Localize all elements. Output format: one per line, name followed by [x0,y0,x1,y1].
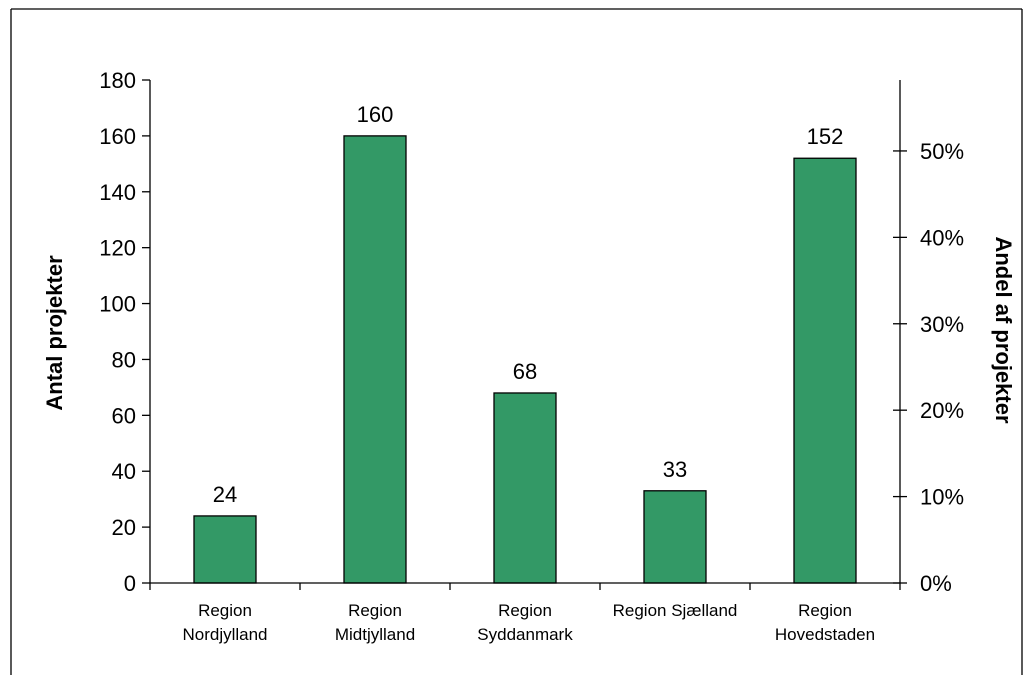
category-label-line: Region [348,601,402,620]
category-label: Region Sjælland [613,601,738,620]
category-label-line: Nordjylland [182,625,267,644]
bar [493,392,557,584]
y-tick-label: 0 [124,571,136,596]
category-label-line: Midtjylland [335,625,415,644]
y-tick-label: 140 [99,180,136,205]
y2-tick-label: 0% [920,571,952,596]
y-axis-title: Antal projekter [42,255,67,411]
y-tick-label: 180 [99,68,136,93]
bar [193,515,257,584]
data-label: 160 [357,102,394,127]
bar-series [193,135,857,584]
y-tick-label: 60 [112,403,136,428]
data-label: 152 [807,124,844,149]
category-label: Region Hovedstaden [775,601,875,644]
y2-tick-label: 10% [920,485,964,510]
axes-group [149,80,901,590]
y2-tick-label: 40% [920,225,964,250]
bar [343,135,407,584]
data-label: 24 [213,482,237,507]
category-label: Region Syddanmark [477,601,573,644]
category-label: Region Nordjylland [182,601,267,644]
y2-tick-label: 20% [920,398,964,423]
category-label-line: Syddanmark [477,625,573,644]
data-label-group: 24 160 68 33 152 [213,102,844,507]
y2-axis-title: Andel af projekter [991,236,1016,423]
y-tick-label: 120 [99,236,136,261]
category-label: Region Midtjylland [335,601,415,644]
right-axis-ticks: 0% 10% 20% 30% 40% 50% [893,139,964,596]
category-label-line: Hovedstaden [775,625,875,644]
y-tick-label: 40 [112,459,136,484]
bar [793,157,857,584]
y-tick-label: 80 [112,347,136,372]
category-label-line: Region [198,601,252,620]
left-axis-ticks: 0 20 40 60 80 100 120 140 160 180 [99,68,150,596]
category-label-line: Region Sjælland [613,601,738,620]
category-label-line: Region [498,601,552,620]
y2-tick-label: 30% [920,312,964,337]
category-label-line: Region [798,601,852,620]
y-tick-label: 160 [99,124,136,149]
y2-tick-label: 50% [920,139,964,164]
y-tick-label: 20 [112,515,136,540]
data-label: 33 [663,457,687,482]
y-tick-label: 100 [99,292,136,317]
bar [643,490,707,584]
data-label: 68 [513,359,537,384]
